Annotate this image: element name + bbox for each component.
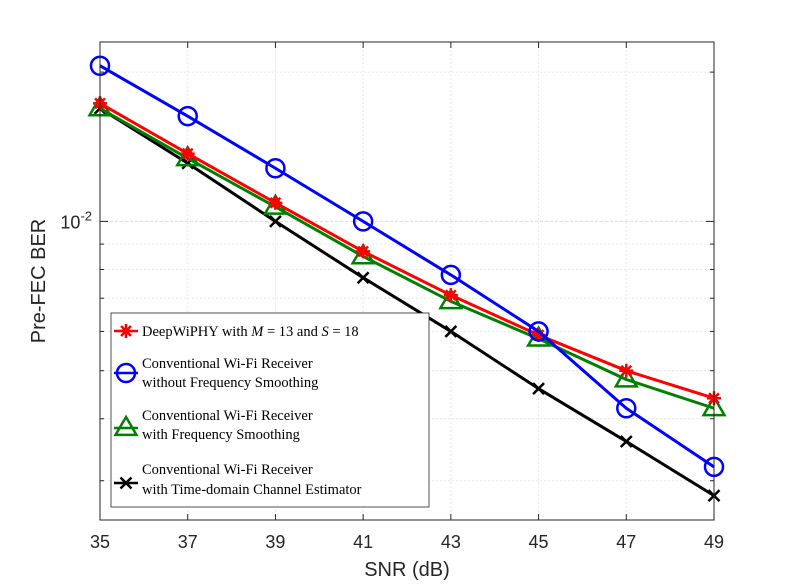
marker-x [444,325,458,338]
legend-label-smoothing-line2: with Frequency Smoothing [142,427,300,443]
marker-circle [352,211,374,232]
legend-label-smoothing-line1: Conventional Wi-Fi Receiver [142,408,313,424]
y-tick-label: 10-2 [60,208,92,232]
series-line [99,102,715,400]
legend-entry-no-smoothing: Conventional Wi-Fi Receiver without Freq… [114,356,318,391]
y-axis-label: Pre-FEC BER [28,219,50,343]
x-tick-label: 45 [529,532,549,552]
marker-circle [177,105,198,127]
legend-label-no-smoothing-line2: without Frequency Smoothing [142,375,318,391]
legend-part-1: DeepWiPHY with [142,324,251,340]
marker-asterisk [268,195,283,210]
marker-circle [265,157,286,179]
marker-asterisk [531,328,546,343]
marker-x [269,215,282,228]
marker-circle [528,321,549,342]
marker-circle [440,264,462,286]
legend-entry-time-domain: Conventional Wi-Fi Receiver with Time-do… [114,462,362,498]
series-line [99,107,715,497]
series-circle [89,55,725,478]
axis-ticks: 35 37 39 41 43 45 47 49 10-2 [60,42,724,552]
marker-asterisk [619,363,634,378]
x-axis-label: SNR (dB) [364,559,450,581]
legend-part-m: M [250,324,264,340]
marker-triangle [113,414,139,437]
legend-box [110,312,430,508]
legend-part-s: S [321,324,329,340]
y-tick-label-exponent: -2 [80,208,92,223]
x-tick-label: 37 [178,532,198,552]
series-group [87,55,727,502]
plot-frame [99,41,715,521]
legend: DeepWiPHY with M = 13 and S = 18 Convent… [110,312,430,508]
legend-label-time-domain-line2: with Time-domain Channel Estimator [142,482,362,498]
marker-circle [616,398,637,419]
legend-label-no-smoothing-line1: Conventional Wi-Fi Receiver [142,356,313,372]
legend-marker-time-domain [119,476,133,490]
legend-label-deepwiphy: DeepWiPHY with M = 13 and S = 18 [142,324,359,340]
legend-marker-no-smoothing [115,362,137,384]
legend-part-2: = 13 and [263,324,321,340]
marker-circle [115,362,137,384]
y-tick-label-base: 10 [60,212,80,232]
grid [99,42,715,520]
x-tick-label: 43 [441,532,461,552]
x-tick-label: 49 [704,532,724,552]
marker-asterisk [119,324,133,338]
marker-triangle [613,366,639,388]
legend-entry-deepwiphy: DeepWiPHY with M = 13 and S = 18 [114,324,359,340]
legend-marker-smoothing [113,414,139,437]
marker-asterisk [180,146,195,161]
marker-x [119,476,133,490]
x-tick-label: 41 [353,532,373,552]
marker-x [619,435,633,448]
legend-part-3: = 18 [329,324,359,340]
x-tick-label: 47 [616,532,636,552]
legend-entry-smoothing: Conventional Wi-Fi Receiver with Frequen… [113,408,313,443]
marker-x [532,382,545,396]
series-line [99,107,715,410]
legend-label-time-domain-line1: Conventional Wi-Fi Receiver [142,462,313,478]
marker-asterisk [443,288,458,303]
legend-marker-deepwiphy [119,324,133,338]
marker-x [356,271,370,285]
x-tick-label: 39 [265,532,285,552]
marker-asterisk [356,244,371,259]
series-line [99,64,715,469]
x-tick-label: 35 [90,532,110,552]
